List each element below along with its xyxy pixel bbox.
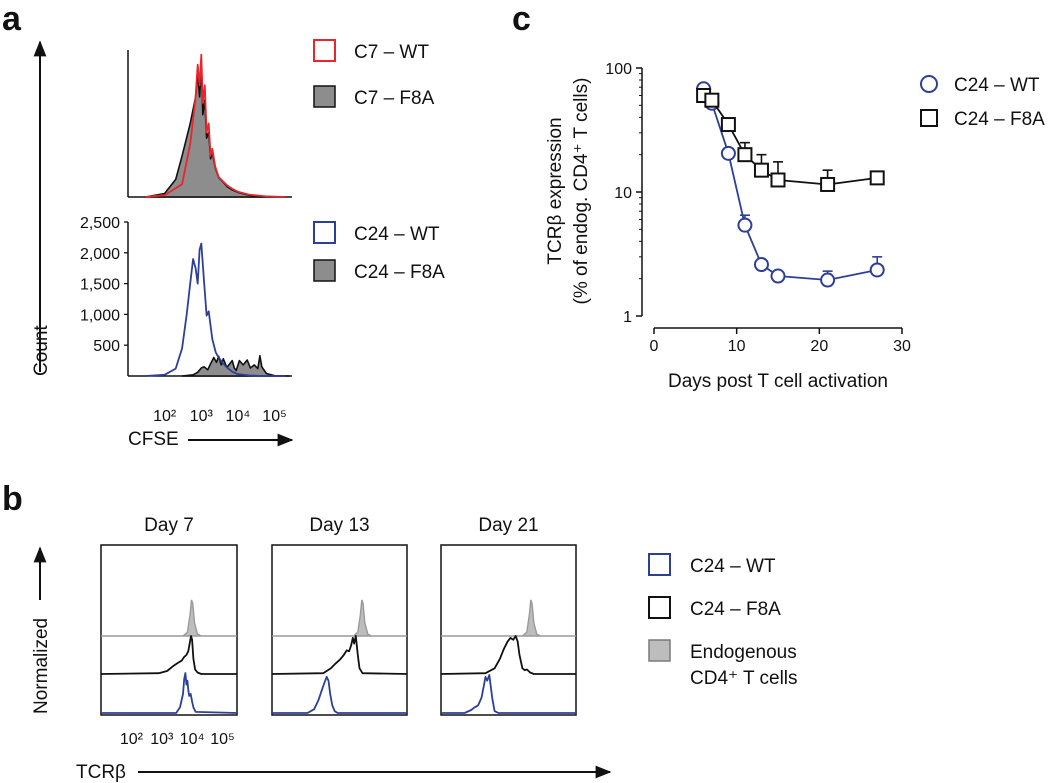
panel-a-top-hist [127, 50, 292, 198]
b-day21-title: Day 21 [478, 515, 538, 536]
panel-b-letter: b [2, 480, 23, 518]
a-bottom-tick-label-0: 10² [153, 408, 177, 425]
legend-label-c7-wt: C7 – WT [354, 42, 429, 63]
c24-f8a-b-day13-histogram [271, 635, 408, 675]
legend-swatch-b-c24-f8a [648, 596, 671, 619]
panel-b-legend: C24 – WT C24 – F8A Endogenous CD4⁺ T cel… [648, 553, 798, 689]
endogenous-cd4-t-cells-b-day21-histogram [441, 599, 576, 637]
c24-f8a-point [737, 147, 753, 163]
panel-a-letter: a [2, 0, 22, 38]
legend-label-c-c24-f8a: C24 – F8A [954, 109, 1045, 130]
panel-a-top-legend: C7 – WT C7 – F8A [313, 39, 435, 109]
c7-f8a-histogram [144, 63, 287, 198]
b-day7-frame [100, 544, 238, 716]
c24-wt-point [753, 257, 769, 273]
b-day7-title: Day 7 [144, 515, 194, 536]
legend-label-b-endogenous-line1: Endogenous [690, 642, 797, 663]
legend-label-c-c24-wt: C24 – WT [954, 75, 1040, 96]
c24-f8a-line [703, 94, 878, 186]
legend-label-b-c24-f8a: C24 – F8A [690, 599, 781, 620]
panel-c-letter: c [512, 0, 531, 38]
c24-wt-b-day21-histogram [441, 674, 576, 714]
a-bottom-tick-label-2: 10⁴ [226, 408, 251, 425]
c24-wt-point [820, 272, 836, 288]
legend-marker-c-c24-wt [920, 75, 938, 93]
c7-wt-histogram [145, 53, 286, 198]
c24-wt-point [737, 217, 753, 233]
c24-f8a-b-day7-histogram [100, 635, 237, 675]
endogenous-cd4-t-cells-b-day7-histogram [101, 599, 237, 637]
b-day7-tick-label-1: 10³ [150, 731, 174, 748]
c24-f8a-point [869, 170, 885, 186]
c-x-tick-label-3: 30 [893, 338, 911, 355]
panel-c-ylabel-line1: TCRβ expression [545, 117, 566, 264]
b-day7-tick-label-0: 10² [120, 731, 144, 748]
c24-wt-point [770, 268, 786, 284]
a-bottom-tick-label-3: 10⁵ [262, 408, 286, 425]
c-y-tick-label-2: 100 [605, 61, 632, 78]
a-bottom-tick-label-1: 10³ [190, 408, 214, 425]
a-bottom-y-tick-label-3: 2,000 [80, 246, 120, 263]
a-bottom-y-tick-label-2: 1,500 [80, 277, 120, 294]
legend-label-b-endogenous-line2: CD4⁺ T cells [690, 668, 798, 689]
c24-f8a-point [770, 172, 786, 188]
panel-c-xlabel: Days post T cell activation [668, 371, 888, 392]
legend-label-c7-f8a: C7 – F8A [354, 88, 435, 109]
legend-swatch-b-c24-wt [648, 553, 671, 576]
legend-swatch-c24-f8a [313, 259, 336, 282]
b-day7-tick-label-2: 10⁴ [180, 731, 205, 748]
c-y-tick-label-1: 10 [614, 185, 632, 202]
c24-wt-b-day7-histogram [101, 672, 238, 714]
a-bottom-y-tick-label-1: 1,000 [80, 307, 120, 324]
panel-c-scatter: 1 10 100 0 10 20 30 [605, 61, 911, 355]
c24-wt-point [869, 262, 885, 278]
endogenous-cd4-t-cells-b-day13-histogram [272, 599, 407, 637]
c-x-tick-label-2: 20 [810, 338, 828, 355]
panel-c-legend: C24 – WT C24 – F8A [920, 75, 1045, 130]
panel-a-bottom-hist: 500 1,000 1,500 2,000 2,500 10² 10³ 10⁴ 10⁵ [80, 215, 292, 425]
c24-wt-histogram [145, 242, 286, 377]
c-y-tick-label-0: 1 [623, 309, 632, 326]
c24-f8a-point [753, 162, 769, 178]
c24-f8a-point [720, 117, 736, 133]
b-day13-title: Day 13 [309, 515, 369, 536]
a-bottom-y-tick-label-0: 500 [93, 338, 120, 355]
a-bottom-y-tick-label-4: 2,500 [80, 215, 120, 232]
normalized-axis-label: Normalized [31, 618, 52, 714]
legend-marker-c-c24-f8a [920, 109, 938, 127]
legend-swatch-c7-wt [313, 39, 336, 62]
c24-f8a-point [820, 176, 836, 192]
panel-a-bottom-legend: C24 – WT C24 – F8A [313, 221, 445, 283]
b-day13-frame [271, 544, 408, 716]
panel-c-ylabel-line2: (% of endog. CD4⁺ T cells) [571, 78, 592, 305]
panel-b-day13-hist: Day 13 [271, 515, 408, 716]
panel-b-day7-hist: Day 7 10² 10³ 10⁴ 10⁵ [100, 515, 238, 748]
c24-wt-b-day13-histogram [272, 676, 407, 714]
tcrb-axis-label: TCRβ [76, 762, 126, 783]
c24-f8a-histogram [181, 354, 290, 377]
legend-label-c24-wt: C24 – WT [354, 224, 440, 245]
legend-label-c24-f8a: C24 – F8A [354, 262, 445, 283]
c-x-tick-label-1: 10 [728, 338, 746, 355]
c24-f8a-b-day21-histogram [440, 635, 576, 675]
count-axis-label: Count [31, 325, 52, 376]
legend-swatch-c7-f8a [313, 85, 336, 108]
panel-b-day21-hist: Day 21 [440, 515, 577, 716]
c24-f8a-point [704, 92, 720, 108]
legend-swatch-c24-wt [313, 221, 336, 244]
legend-label-b-c24-wt: C24 – WT [690, 556, 776, 577]
c24-wt-line [702, 88, 878, 281]
b-day7-tick-label-3: 10⁵ [210, 731, 234, 748]
c-x-tick-label-0: 0 [650, 338, 659, 355]
c24-wt-point [720, 145, 736, 161]
legend-swatch-b-endogenous [648, 639, 671, 662]
cfse-axis-label: CFSE [128, 429, 179, 450]
b-day21-frame [440, 544, 577, 716]
